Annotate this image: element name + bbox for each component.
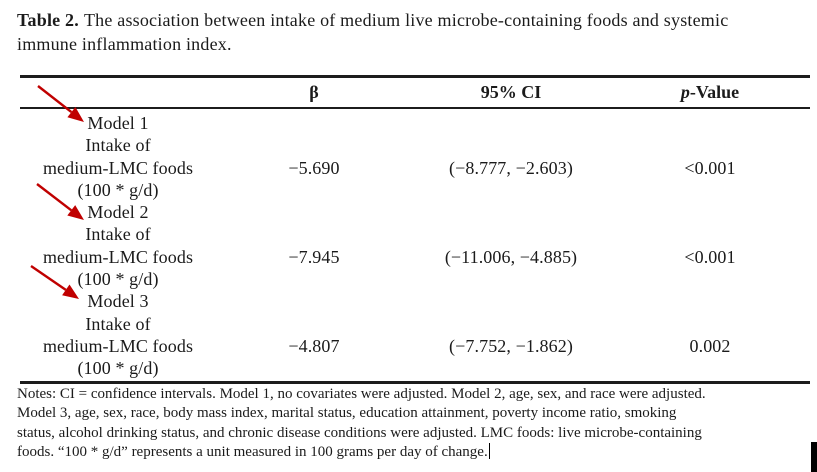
table-body: Model 1 Intake of medium-LMC foods −5.69… <box>20 112 810 380</box>
table-top-rule <box>20 75 810 78</box>
model-3-pvalue: 0.002 <box>689 335 731 356</box>
header-pvalue-rest: -Value <box>689 82 740 102</box>
model-1-label-line1: Intake of <box>85 135 151 156</box>
header-beta: β <box>309 82 319 102</box>
notes-line-3: status, alcohol drinking status, and chr… <box>17 424 702 441</box>
table-notes: Notes: CI = confidence intervals. Model … <box>17 385 817 462</box>
notes-line-4-text: foods. “100 * g/d” represents a unit mea… <box>17 443 488 460</box>
window-edge-bar <box>811 442 817 472</box>
header-pvalue: p-Value <box>610 77 810 107</box>
model-1-label-line2: medium-LMC foods <box>42 157 194 178</box>
model-2-label-line3: (100 * g/d) <box>77 269 159 290</box>
notes-line-4: foods. “100 * g/d” represents a unit mea… <box>17 442 817 462</box>
model-1-beta: −5.690 <box>288 157 340 178</box>
table-caption-text: The association between intake of medium… <box>83 10 729 30</box>
model-3-label-line2: medium-LMC foods <box>42 335 194 356</box>
model-2-pvalue: <0.001 <box>684 246 736 267</box>
notes-line-1: Notes: CI = confidence intervals. Model … <box>17 386 706 402</box>
model-2-label-line2: medium-LMC foods <box>42 246 194 267</box>
notes-line-2: Model 3, age, sex, race, body mass index… <box>17 405 677 422</box>
model-1-label-line3: (100 * g/d) <box>77 179 159 200</box>
text-cursor <box>488 442 491 459</box>
header-ci: 95% CI <box>480 82 542 102</box>
table-caption: Table 2. The association between intake o… <box>17 8 815 56</box>
model-2-label-line1: Intake of <box>85 224 151 245</box>
table-header-rule <box>20 107 810 109</box>
table-caption-line1: Table 2. The association between intake o… <box>17 10 728 30</box>
model-3-beta: −4.807 <box>288 335 340 356</box>
model-3-name: Model 3 <box>87 291 149 312</box>
model-2-name: Model 2 <box>87 202 149 223</box>
model-1-pvalue: <0.001 <box>684 157 736 178</box>
table-caption-line2: immune inflammation index. <box>17 34 232 54</box>
model-3-label-line3: (100 * g/d) <box>77 358 159 379</box>
model-1-ci: (−8.777, −2.603) <box>449 157 573 178</box>
table-caption-label: Table 2. <box>17 10 79 30</box>
table-header-row: β 95% CI p-Value <box>20 77 810 107</box>
header-empty <box>20 77 216 107</box>
model-2-beta: −7.945 <box>288 246 340 267</box>
model-1-name: Model 1 <box>87 113 149 133</box>
table-bottom-rule <box>20 381 810 384</box>
model-3-ci: (−7.752, −1.862) <box>449 335 573 356</box>
model-2-ci: (−11.006, −4.885) <box>444 246 578 267</box>
model-3-label-line1: Intake of <box>85 313 151 334</box>
header-pvalue-p: p <box>680 82 690 102</box>
